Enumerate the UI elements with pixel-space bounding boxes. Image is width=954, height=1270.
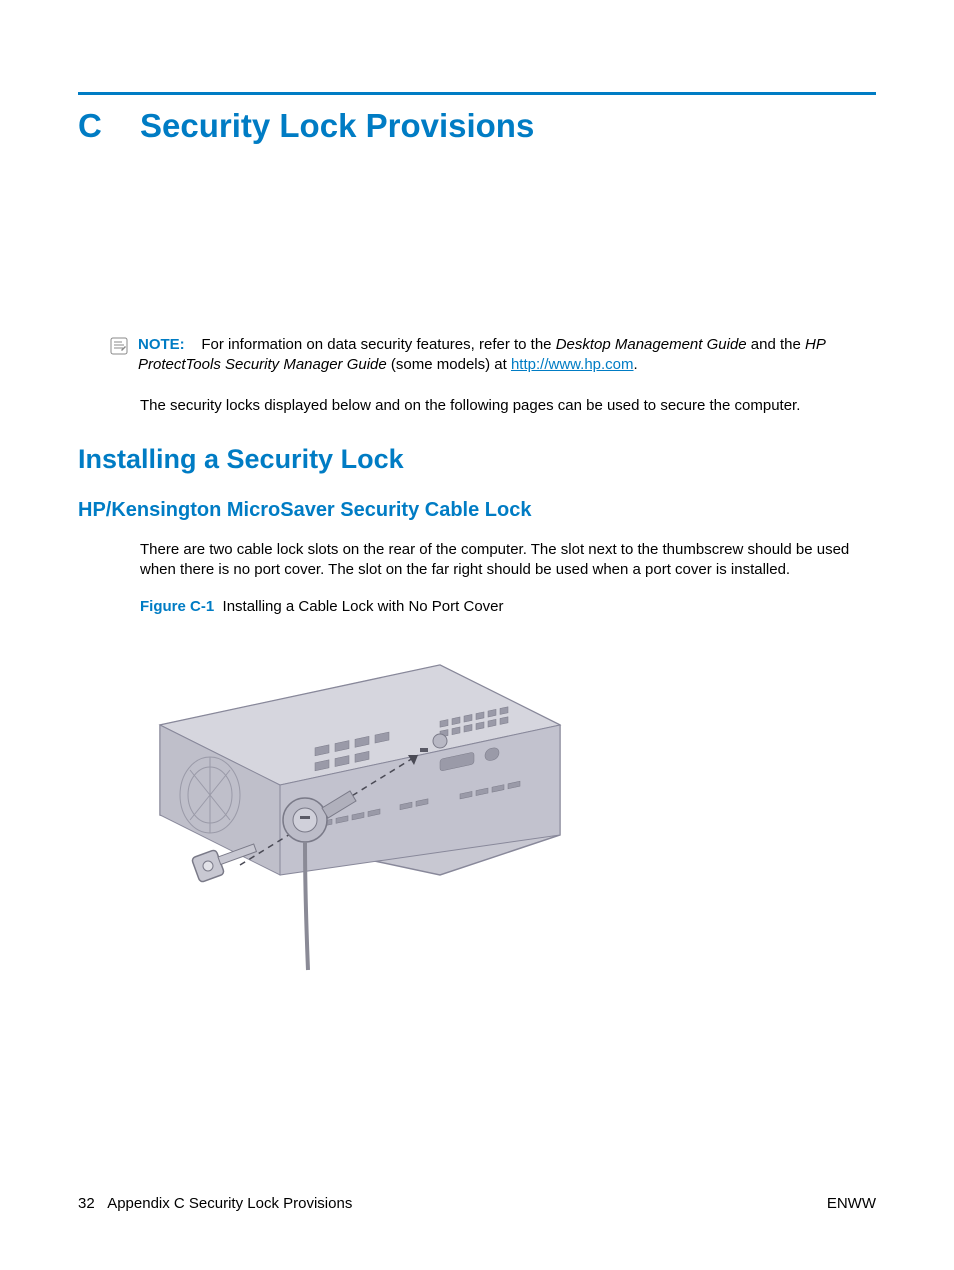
section-paragraph: There are two cable lock slots on the re… <box>140 540 876 581</box>
intro-paragraph: The security locks displayed below and o… <box>140 396 876 416</box>
subsection-heading-kensington: HP/Kensington MicroSaver Security Cable … <box>78 499 876 522</box>
appendix-letter: C <box>78 107 140 145</box>
figure-caption-text: Installing a Cable Lock with No Port Cov… <box>223 598 504 615</box>
note-text: NOTE: For information on data security f… <box>138 335 876 376</box>
note-label: NOTE: <box>138 336 185 353</box>
note-text-mid: and the <box>747 336 805 353</box>
footer-appendix-label: Appendix C Security Lock Provisions <box>107 1195 352 1212</box>
top-rule <box>78 92 876 95</box>
page-footer: 32 Appendix C Security Lock Provisions E… <box>78 1195 876 1212</box>
appendix-title: Security Lock Provisions <box>140 107 534 145</box>
footer-right: ENWW <box>827 1195 876 1212</box>
note-italic-1: Desktop Management Guide <box>556 336 747 353</box>
figure-label: Figure C-1 <box>140 598 214 615</box>
section-heading-install: Installing a Security Lock <box>78 444 876 475</box>
note-text-before: For information on data security feature… <box>201 336 555 353</box>
figure-caption: Figure C-1 Installing a Cable Lock with … <box>140 598 876 615</box>
note-block: NOTE: For information on data security f… <box>110 335 876 376</box>
note-period: . <box>634 356 638 373</box>
hp-link[interactable]: http://www.hp.com <box>511 356 634 373</box>
page-number: 32 <box>78 1195 95 1212</box>
figure-illustration <box>140 635 570 975</box>
note-text-after: (some models) at <box>387 356 511 373</box>
footer-left: 32 Appendix C Security Lock Provisions <box>78 1195 352 1212</box>
appendix-heading: C Security Lock Provisions <box>78 107 876 145</box>
note-icon <box>110 337 128 355</box>
